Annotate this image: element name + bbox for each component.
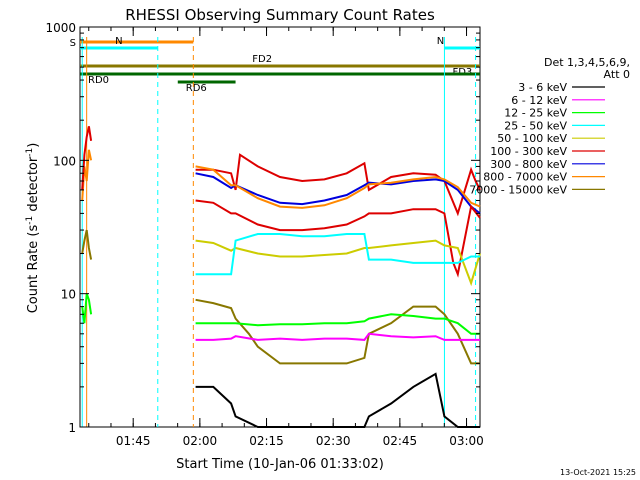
x-axis: 01:45 02:00 02:15 02:30 02:45 03:00	[88, 27, 484, 448]
x-tick-label: 03:00	[449, 434, 484, 448]
data-series	[81, 126, 481, 428]
x-tick-label: 01:45	[116, 434, 151, 448]
legend-label: 25 - 50 keV	[504, 119, 567, 132]
y-tick-label: 10	[61, 288, 76, 302]
legend-header-2: Att 0	[604, 68, 630, 81]
y-axis-label-mid: detector	[26, 156, 41, 216]
data-series-line	[195, 172, 481, 215]
legend-label: 3 - 6 keV	[518, 81, 567, 94]
data-series-line	[195, 372, 480, 428]
y-axis-label-sup2: -1	[25, 148, 35, 157]
flag-bars: SNNFD2FD3RD0RD6	[70, 36, 480, 94]
x-axis-label: Start Time (10-Jan-06 01:33:02)	[176, 457, 384, 472]
vertical-markers	[81, 37, 477, 427]
data-series-line	[195, 239, 481, 287]
x-tick-label: 02:30	[316, 434, 351, 448]
data-series-line	[195, 313, 480, 335]
y-axis: 1 10 100 1000	[45, 21, 480, 435]
data-series-line	[195, 153, 481, 217]
data-series-line	[195, 298, 480, 365]
flag-bar-label: RD6	[186, 83, 207, 94]
legend-label: 800 - 7000 keV	[483, 171, 567, 184]
chart-title: RHESSI Observing Summary Count Rates	[125, 6, 435, 24]
footer-date: 13-Oct-2021 15:25	[560, 468, 636, 477]
data-series-line	[195, 332, 480, 341]
legend-label: 100 - 300 keV	[490, 145, 567, 158]
y-axis-label-main: Count Rate (s	[26, 225, 41, 314]
data-series-line	[195, 233, 480, 276]
data-series-line	[81, 229, 93, 260]
y-tick-label: 100	[53, 154, 76, 168]
legend-label: 300 - 800 keV	[490, 158, 567, 171]
y-axis-label: Count Rate (s-1 detector-1)	[25, 143, 41, 314]
flag-bar-label: S	[70, 38, 76, 49]
flag-bar-label: N	[437, 36, 444, 47]
data-series-line	[195, 165, 481, 209]
y-tick-label: 1	[68, 421, 76, 435]
y-axis-label-sup1: -1	[25, 216, 35, 225]
y-tick-label: 1000	[45, 21, 76, 35]
legend-label: 7000 - 15000 keV	[469, 183, 567, 196]
legend-header-1: Det 1,3,4,5,6,9,	[544, 56, 630, 69]
plot-frame	[79, 26, 481, 428]
legend-label: 50 - 100 keV	[497, 132, 567, 145]
flag-bar-label: RD0	[88, 75, 109, 86]
legend-label: 12 - 25 keV	[504, 107, 567, 120]
x-tick-label: 02:00	[183, 434, 218, 448]
x-tick-label: 02:15	[249, 434, 284, 448]
flag-bar-label: N	[115, 36, 122, 47]
flag-bar-label: FD2	[252, 54, 272, 65]
legend-label: 6 - 12 keV	[511, 94, 567, 107]
y-axis-label-end: )	[26, 143, 41, 148]
x-tick-label: 02:45	[383, 434, 418, 448]
